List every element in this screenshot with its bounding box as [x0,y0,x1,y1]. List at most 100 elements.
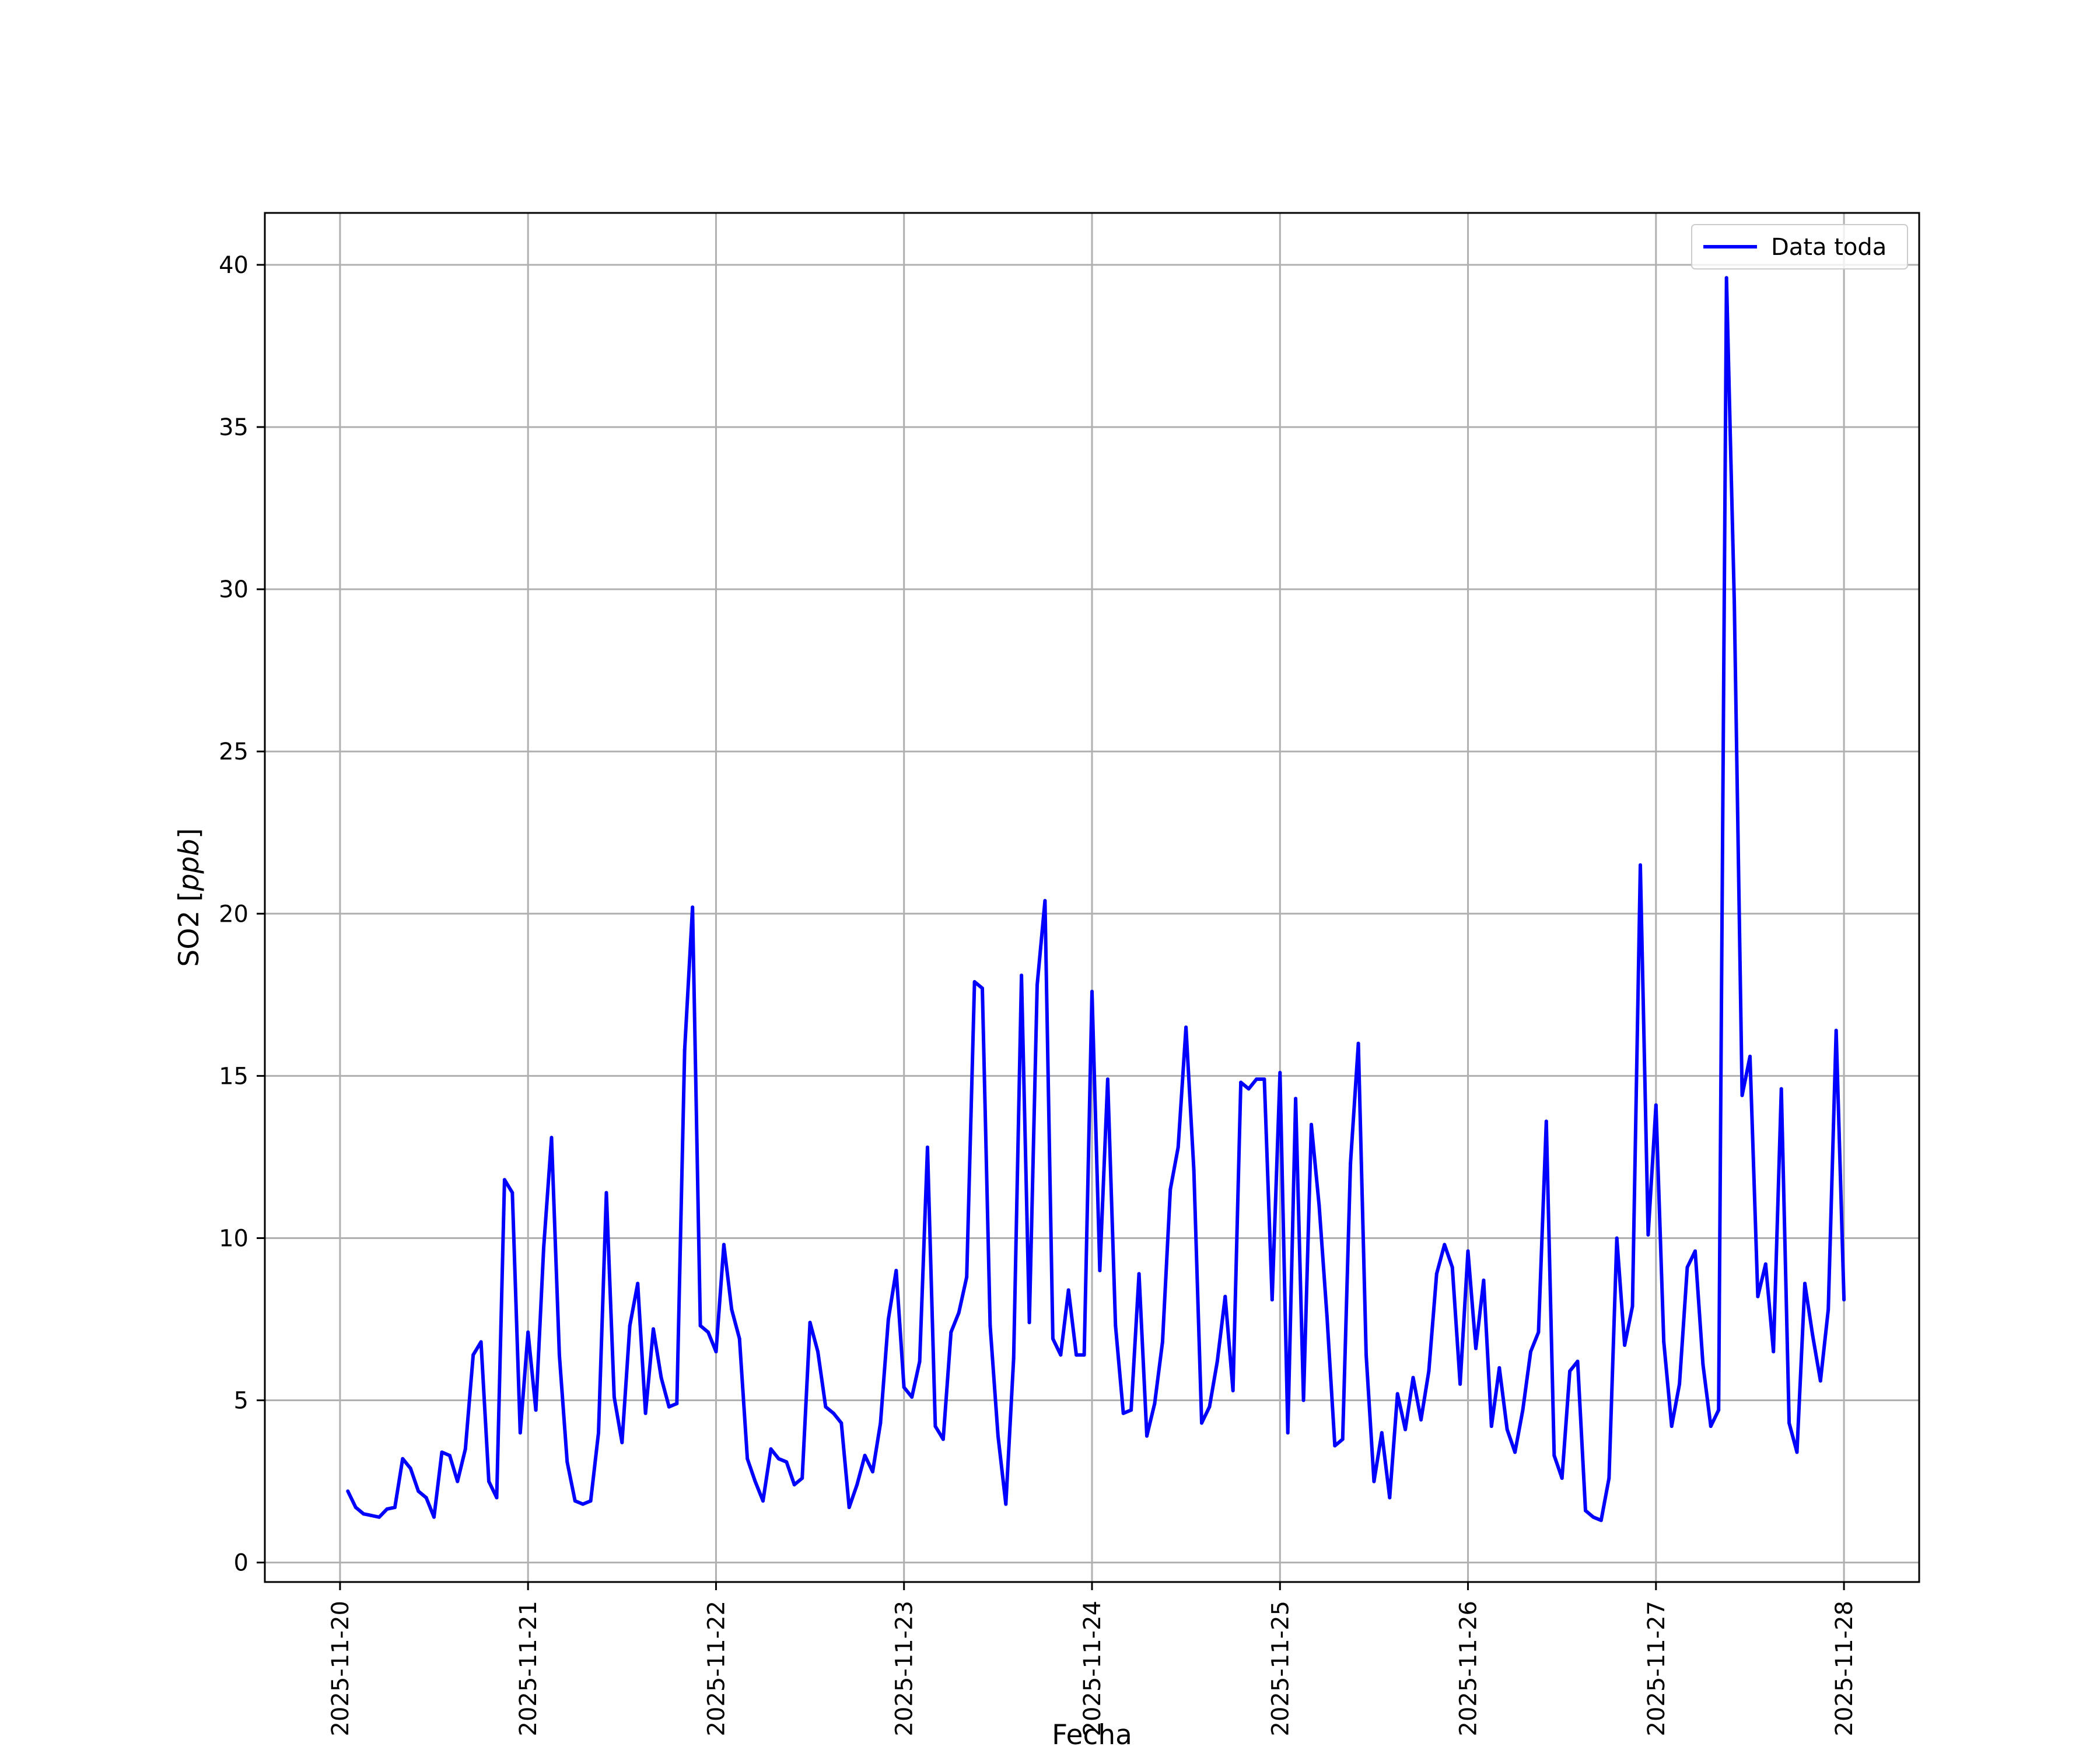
data-point [1639,863,1642,867]
data-point [972,980,977,984]
data-point [1623,1343,1627,1347]
data-point [401,1457,405,1461]
data-point [1818,1379,1822,1383]
y-axis-ticks: 0 5 10 15 20 25 30 35 40 [219,252,265,1577]
data-point [981,986,984,991]
data-point [1536,1330,1541,1334]
data-point [1059,1353,1063,1357]
data-point [722,1242,726,1247]
data-point [471,1353,475,1357]
data-point [1176,1145,1180,1149]
data-point [1278,1070,1282,1074]
data-point [612,1395,616,1399]
data-point [510,1191,514,1195]
data-point [628,1324,632,1328]
data-point [424,1496,428,1500]
data-point [589,1499,593,1503]
data-point [1450,1265,1454,1269]
data-point [1724,276,1728,280]
data-point [1020,974,1024,977]
data-point [393,1506,397,1510]
data-point [1137,1272,1141,1276]
grid [265,213,1919,1582]
data-point [1544,1119,1548,1124]
x-tick-label: 2025-11-20 [327,1601,354,1736]
data-point [1145,1434,1149,1438]
data-point [706,1330,710,1334]
data-point [1395,1392,1399,1396]
data-point [1693,1249,1697,1253]
data-point [1294,1097,1298,1101]
x-tick-label: 2025-11-22 [703,1601,730,1736]
data-point [1184,1026,1188,1029]
data-point [1670,1424,1674,1428]
data-point [652,1327,655,1331]
y-tick-label: 25 [219,738,249,765]
data-point [1732,600,1737,604]
data-point [1834,1028,1838,1032]
data-point [1434,1272,1438,1276]
data-point [1208,1405,1212,1409]
data-point [1505,1427,1509,1432]
y-axis-label: SO2 [ppb] [173,828,205,967]
data-point [926,1145,929,1149]
data-point [385,1507,389,1511]
data-point [753,1479,757,1483]
data-point [1200,1421,1203,1425]
data-point [463,1447,467,1451]
series-points [346,276,1846,1522]
data-point [761,1499,765,1503]
data-point [346,1489,350,1493]
data-point [847,1506,851,1510]
x-tick-label: 2025-11-25 [1267,1601,1294,1736]
data-point [691,905,695,909]
y-tick-label: 30 [219,576,249,603]
data-point [949,1330,953,1334]
data-point [597,1431,600,1435]
data-point [1043,899,1047,903]
series-line-0 [346,276,1846,1522]
data-point [408,1466,412,1471]
data-point [534,1408,538,1412]
y-axis-label-suffix: ] [173,828,205,839]
data-point [565,1460,569,1464]
data-point [1364,1353,1368,1357]
data-point [1317,1203,1321,1208]
data-point [1153,1402,1157,1406]
data-point [667,1405,671,1409]
data-point [1482,1278,1486,1282]
data-point [1356,1041,1360,1045]
data-point [620,1440,624,1444]
data-point [839,1421,844,1425]
data-point [1842,1298,1846,1302]
data-point [550,1136,554,1140]
y-tick-label: 15 [219,1063,249,1090]
data-point [1255,1077,1258,1081]
data-point [1129,1408,1133,1412]
data-point [792,1483,796,1487]
data-point [1756,1294,1760,1298]
data-point [1576,1359,1580,1363]
x-axis-label: Fecha [1052,1719,1132,1750]
data-point [362,1512,366,1516]
data-point [1489,1424,1493,1428]
data-point [1497,1366,1502,1370]
y-axis-label-unit: ppb [173,839,205,892]
data-point [1051,1336,1055,1340]
data-point [863,1454,867,1458]
data-point [659,1376,663,1380]
data-point [1168,1188,1172,1191]
data-point [1685,1265,1689,1269]
data-point [1560,1476,1564,1480]
data-point [1231,1388,1235,1392]
data-point [902,1385,906,1390]
data-point [1215,1359,1219,1363]
data-point [894,1269,898,1273]
data-point [377,1515,381,1519]
y-tick-label: 10 [219,1225,249,1252]
data-point [737,1336,741,1340]
data-point [1247,1087,1251,1091]
data-point [1568,1369,1572,1373]
data-point [1090,989,1094,993]
